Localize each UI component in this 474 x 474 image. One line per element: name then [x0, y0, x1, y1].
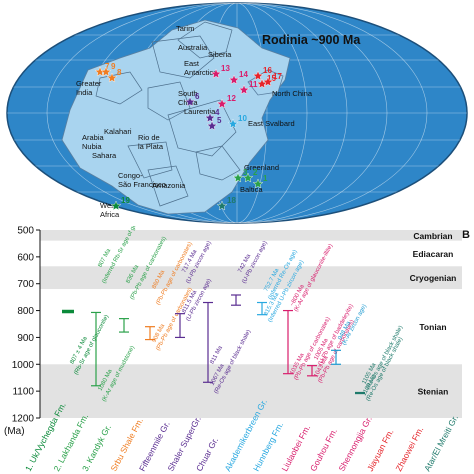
craton-label-greenland: Greenland — [244, 163, 279, 172]
site-marker-5 — [206, 120, 218, 131]
craton-label-greater-india: Greater — [76, 79, 102, 88]
site-number-2: 2 — [253, 168, 258, 177]
site-marker-16 — [252, 70, 264, 81]
period-band-cryogenian — [40, 266, 462, 290]
site-number-5: 5 — [217, 116, 222, 125]
site-marker-14 — [228, 74, 240, 85]
craton-label-australia: Australia — [178, 43, 208, 52]
period-band-ediacaran — [40, 240, 462, 267]
rodinia-landmass — [61, 19, 291, 215]
panel-label: B — [462, 229, 470, 241]
period-label-ediacaran: Ediacaran — [413, 249, 454, 259]
period-band-stenian — [40, 364, 462, 418]
craton-label-rio-de-la-plata: la Plata — [138, 142, 164, 151]
y-tick-label-800: 800 — [17, 306, 34, 317]
site-number-17: 17 — [273, 72, 282, 81]
site-marker-18 — [216, 200, 228, 211]
site-number-11: 11 — [249, 80, 258, 89]
site-number-9: 9 — [111, 62, 116, 71]
craton-label-siberia: Siberia — [208, 50, 232, 59]
y-tick-label-1100: 1100 — [12, 387, 34, 398]
craton-label-baltica: Baltica — [240, 185, 263, 194]
site-marker-11 — [238, 84, 250, 95]
period-label-cambrian: Cambrian — [413, 231, 452, 241]
craton-outlines — [95, 21, 241, 207]
site-number-19: 19 — [121, 196, 130, 205]
site-number-4: 4 — [215, 108, 220, 117]
period-label-stenian: Stenian — [418, 387, 449, 397]
y-tick-label-1200: 1200 — [12, 414, 35, 425]
y-tick-label-900: 900 — [17, 333, 34, 344]
site-number-10: 10 — [238, 114, 247, 123]
craton-label-amazonia: Amazonia — [152, 181, 186, 190]
site-marker-10 — [227, 118, 239, 129]
site-marker-17 — [262, 76, 274, 87]
range-box — [62, 309, 74, 314]
formation-label-3-kandyk-gr: 3. Kandyk Gr. — [80, 423, 113, 473]
formation-label-atar-el-mreiti-gr: Atar/El Mreiti Gr. — [422, 413, 460, 473]
craton-label-arabia-nubia: Arabia — [82, 133, 105, 142]
craton-label-sahara: Sahara — [92, 151, 117, 160]
site-marker-6 — [184, 96, 196, 107]
site-number-7: 7 — [105, 62, 110, 71]
craton-label-greater-india: India — [76, 88, 93, 97]
craton-label-east-antarctica: East — [184, 59, 200, 68]
period-band-tonian — [40, 289, 462, 365]
craton-label-rio-de-la-plata: Rio de — [138, 133, 160, 142]
site-marker-8 — [106, 72, 118, 83]
craton-label-east-svalbard: East Svalbard — [248, 119, 295, 128]
formation-label-gouhou-fm: Gouhou Fm. — [308, 427, 339, 473]
site-number-15: 15 — [267, 74, 276, 83]
craton-label-west-africa: West — [100, 201, 118, 210]
site-marker-12 — [216, 98, 228, 109]
site-number-8: 8 — [117, 68, 122, 77]
site-marker-19 — [110, 200, 122, 211]
craton-label-west-africa: Africa — [100, 210, 120, 219]
period-label-cryogenian: Cryogenian — [410, 273, 457, 283]
craton-label-tarim: Tarim — [176, 24, 194, 33]
site-marker-13 — [210, 68, 222, 79]
site-number-3: 3 — [243, 168, 248, 177]
site-number-6: 6 — [195, 92, 200, 101]
site-marker-4 — [204, 112, 216, 123]
craton-label-arabia-nubia: Nubia — [82, 142, 102, 151]
period-bands: Cambrian Ediacaran Cryogenian Tonian Stenian — [40, 230, 462, 418]
formation-label-zhaowei-fm: Zhaowei Fm. — [393, 425, 425, 473]
y-tick-label-600: 600 — [17, 252, 34, 263]
map-title: Rodinia ~900 Ma — [262, 33, 361, 47]
craton-label-south-china: South — [178, 89, 198, 98]
site-number-16: 16 — [263, 66, 272, 75]
craton-label-east-antarctica: Antarctica — [184, 68, 218, 77]
y-tick-label-700: 700 — [17, 279, 34, 290]
craton-label-laurentia: Laurentia — [184, 107, 216, 116]
period-band-cambrian — [40, 230, 462, 241]
y-tick-label-500: 500 — [17, 226, 34, 237]
y-axis-label: (Ma) — [4, 426, 25, 437]
site-number-14: 14 — [239, 70, 248, 79]
site-number-12: 12 — [227, 94, 236, 103]
y-tick-label-1000: 1000 — [12, 360, 35, 371]
y-axis: 500 600 700 800 900 1000 1100 1200(Ma) — [4, 226, 41, 437]
craton-label-north-china: North China — [272, 89, 313, 98]
site-marker-1 — [252, 178, 264, 189]
craton-label-congo-s-o-francisco: Congo- — [118, 171, 143, 180]
site-marker-2 — [242, 172, 254, 183]
craton-label-kalahari: Kalahari — [104, 127, 132, 136]
formation-label-liulaobei-fm: Liulaobei Fm. — [279, 423, 312, 473]
craton-label-congo-s-o-francisco: São Francisco — [118, 180, 166, 189]
age-range-chart: Cambrian Ediacaran Cryogenian Tonian Stenian… — [4, 226, 470, 473]
period-label-tonian: Tonian — [419, 322, 446, 332]
site-number-1: 1 — [263, 174, 268, 183]
site-marker-3 — [232, 172, 244, 183]
site-number-18: 18 — [227, 196, 236, 205]
formation-label-chuar-gr: Chuar Gr. — [194, 436, 220, 473]
site-number-13: 13 — [221, 64, 230, 73]
formation-label-jiayuan-fm: Jiayuan Fm. — [365, 427, 396, 473]
site-marker-9 — [100, 66, 112, 77]
